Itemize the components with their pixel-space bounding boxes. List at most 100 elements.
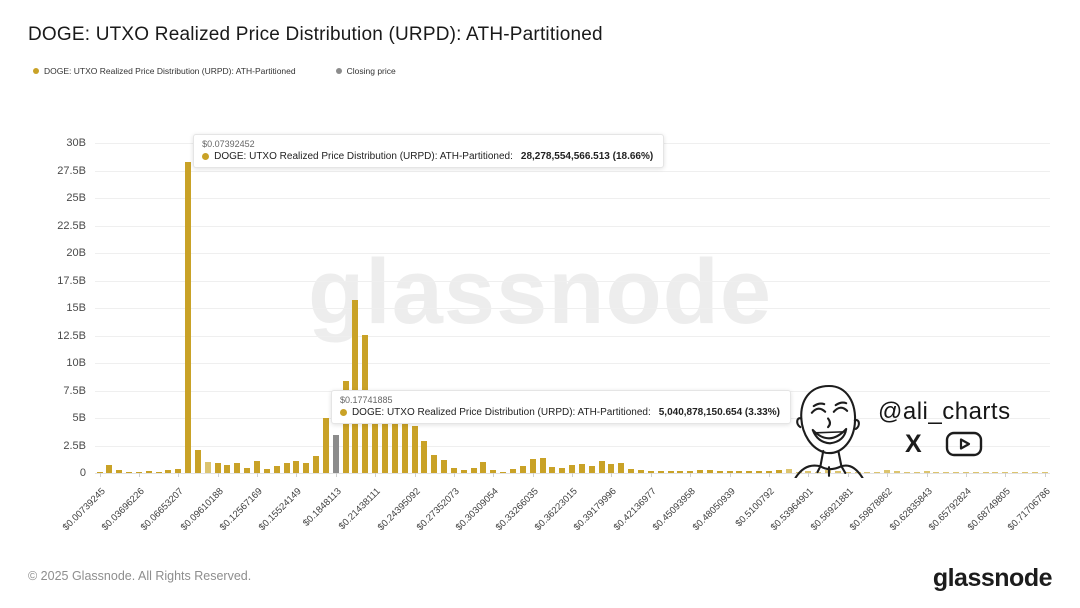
urpd-bar[interactable]	[637, 470, 644, 473]
urpd-bar[interactable]	[549, 466, 556, 473]
urpd-bar[interactable]	[480, 462, 487, 473]
urpd-bar[interactable]	[953, 471, 960, 473]
urpd-bar[interactable]	[1012, 472, 1019, 473]
urpd-bar[interactable]	[342, 380, 349, 473]
urpd-bar[interactable]	[155, 471, 162, 473]
urpd-bar[interactable]	[401, 414, 408, 473]
gridline	[95, 308, 1050, 309]
urpd-bar[interactable]	[844, 471, 851, 473]
urpd-bar[interactable]	[903, 471, 910, 473]
urpd-bar[interactable]	[618, 463, 625, 473]
urpd-bar[interactable]	[687, 471, 694, 473]
urpd-bar[interactable]	[539, 457, 546, 473]
glassnode-logo[interactable]: glassnode	[932, 564, 1053, 592]
urpd-bar[interactable]	[500, 471, 507, 473]
urpd-bar[interactable]	[746, 471, 753, 473]
urpd-bar[interactable]	[145, 471, 152, 473]
urpd-bar[interactable]	[313, 455, 320, 473]
urpd-bar[interactable]	[943, 471, 950, 473]
closing-price-bar[interactable]	[332, 434, 339, 473]
urpd-bar[interactable]	[510, 469, 516, 473]
urpd-bar[interactable]	[559, 467, 566, 473]
urpd-bar[interactable]	[1041, 472, 1048, 473]
urpd-bar[interactable]	[923, 471, 930, 473]
x-axis-tick	[532, 473, 534, 477]
urpd-bar[interactable]	[677, 470, 684, 473]
urpd-bar[interactable]	[972, 472, 979, 473]
urpd-bar[interactable]	[893, 471, 900, 473]
urpd-bar[interactable]	[519, 466, 526, 473]
urpd-bar[interactable]	[224, 465, 231, 473]
urpd-bar[interactable]	[490, 469, 497, 473]
urpd-bar[interactable]	[913, 471, 920, 473]
urpd-bar[interactable]	[726, 470, 733, 473]
urpd-bar[interactable]	[234, 462, 241, 473]
urpd-bar[interactable]	[716, 471, 723, 473]
urpd-bar[interactable]	[765, 470, 772, 473]
urpd-bar[interactable]	[460, 470, 467, 473]
urpd-bar[interactable]	[706, 469, 713, 473]
urpd-bar[interactable]	[214, 462, 221, 473]
urpd-bar[interactable]	[864, 471, 871, 473]
urpd-bar[interactable]	[992, 472, 999, 473]
urpd-bar[interactable]	[303, 463, 310, 473]
urpd-bar[interactable]	[756, 471, 763, 473]
urpd-bar[interactable]	[1031, 472, 1038, 473]
urpd-bar[interactable]	[391, 413, 398, 473]
urpd-bar[interactable]	[834, 471, 841, 473]
urpd-bar[interactable]	[411, 425, 418, 473]
urpd-bar[interactable]	[244, 467, 251, 473]
urpd-bar[interactable]	[254, 460, 261, 473]
urpd-bar[interactable]	[1002, 472, 1009, 473]
urpd-bar[interactable]	[185, 161, 192, 473]
urpd-bar[interactable]	[263, 468, 270, 473]
urpd-bar[interactable]	[884, 469, 891, 473]
urpd-bar[interactable]	[273, 465, 280, 473]
urpd-bar[interactable]	[628, 469, 635, 473]
urpd-bar[interactable]	[598, 460, 605, 473]
urpd-bar[interactable]	[283, 462, 290, 473]
urpd-bar[interactable]	[933, 471, 940, 473]
gridline	[95, 253, 1050, 254]
urpd-bar[interactable]	[470, 467, 477, 473]
urpd-bar[interactable]	[441, 459, 448, 473]
urpd-bar[interactable]	[165, 469, 172, 473]
urpd-bar[interactable]	[135, 471, 142, 473]
urpd-bar[interactable]	[647, 471, 654, 473]
urpd-bar[interactable]	[322, 417, 329, 473]
urpd-bar[interactable]	[874, 471, 881, 473]
urpd-bar[interactable]	[529, 458, 536, 473]
urpd-bar[interactable]	[785, 469, 792, 473]
urpd-bar[interactable]	[126, 471, 133, 473]
ali-caricature-drawing	[794, 384, 864, 478]
urpd-bar[interactable]	[962, 471, 969, 473]
urpd-bar[interactable]	[578, 463, 585, 473]
urpd-bar[interactable]	[450, 468, 457, 473]
urpd-bar[interactable]	[775, 469, 782, 473]
urpd-bar[interactable]	[106, 464, 113, 473]
urpd-bar[interactable]	[116, 469, 123, 473]
urpd-bar[interactable]	[736, 470, 743, 473]
urpd-bar[interactable]	[569, 465, 576, 473]
urpd-bar[interactable]	[588, 466, 595, 473]
urpd-bar[interactable]	[431, 454, 438, 473]
urpd-bar[interactable]	[96, 472, 103, 473]
urpd-bar[interactable]	[372, 411, 379, 473]
urpd-bar[interactable]	[805, 471, 812, 473]
urpd-bar[interactable]	[697, 469, 704, 473]
legend-item-urpd[interactable]: DOGE: UTXO Realized Price Distribution (…	[33, 66, 296, 76]
urpd-bar[interactable]	[293, 460, 300, 473]
urpd-bar[interactable]	[382, 412, 388, 473]
urpd-bar[interactable]	[982, 471, 989, 473]
urpd-bar[interactable]	[667, 471, 674, 473]
urpd-bar[interactable]	[175, 468, 182, 473]
legend-item-closing-price[interactable]: Closing price	[335, 66, 396, 76]
y-axis-tick-label: 30B	[66, 137, 86, 149]
urpd-bar[interactable]	[1021, 472, 1028, 473]
urpd-bar[interactable]	[204, 462, 211, 473]
urpd-bar[interactable]	[352, 300, 359, 473]
urpd-bar[interactable]	[608, 464, 615, 473]
urpd-bar[interactable]	[194, 450, 201, 473]
urpd-bar[interactable]	[657, 470, 664, 473]
urpd-bar[interactable]	[421, 441, 428, 473]
